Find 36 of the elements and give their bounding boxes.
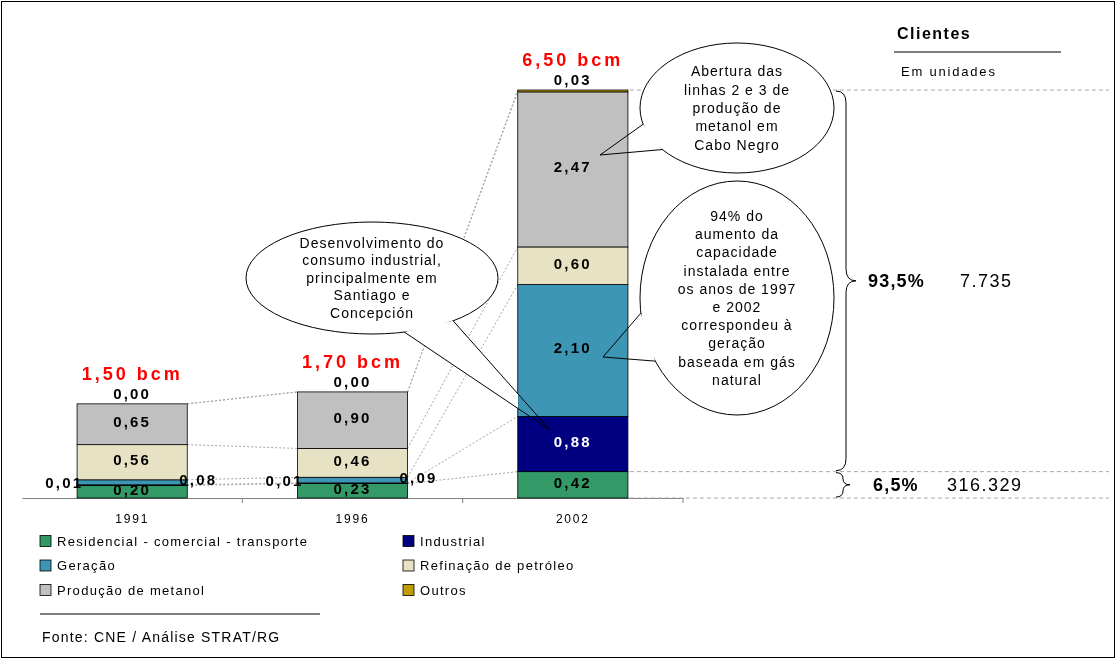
data-label: 2,10 [553,339,592,357]
data-label: 0,20 [113,480,152,498]
text: 7.735 [960,270,1013,291]
legend-label: Outros [420,582,467,598]
data-label: 0,03 [553,71,592,88]
data-label: 0,46 [333,451,372,469]
text: 6,5% [873,474,919,495]
total-label: 1,50 bcm [81,363,183,384]
data-label: 0,00 [113,384,152,402]
annotation: Desenvolvimento do consumo industrial, principalmente em Santiago e Concepción [299,234,445,321]
data-label: 0,42 [553,473,592,491]
legend-label: Refinação de petróleo [420,558,575,574]
text: 94% do aumento da capacidade instalada entre os anos de 1997 e 2002 correspondeu à geração baseada em gás natural [677,208,797,388]
legend-label: Industrial [420,533,486,549]
text: 316.329 [947,474,1023,495]
text: Abertura das linhas 2 e 3 de produção de metanol em Cabo Negro [683,63,791,153]
data-label: 2,47 [553,158,592,176]
data-label: 0,60 [553,254,592,272]
text: 93,5% [868,270,926,291]
total-label: 6,50 bcm [522,50,624,70]
x-tick-label: 2002 [555,511,590,526]
legend-label: Produção de metanol [57,582,206,598]
data-label: 0,88 [553,433,592,451]
legend-label: Residencial - comercial - transporte [57,533,309,549]
text: Em unidades [901,64,997,79]
total-label: 1,70 bcm [301,351,404,372]
source-note: Fonte: CNE / Análise STRAT/RG [42,629,281,645]
data-label: 0,00 [333,372,372,390]
x-tick-label: 1991 [115,511,150,526]
data-label: 0,65 [113,413,152,431]
legend-label: Geração [57,558,116,574]
data-label: 0,56 [113,451,152,469]
text: Clientes [897,25,972,42]
x-tick-label: 1996 [335,511,370,526]
data-label: 0,90 [333,409,372,427]
data-label: 0,23 [333,479,372,497]
